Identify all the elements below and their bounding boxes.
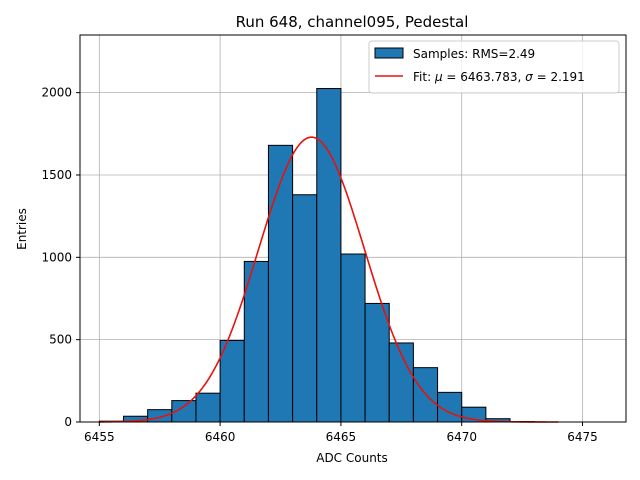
x-tick-label: 6455 <box>84 430 115 444</box>
x-tick-label: 6475 <box>567 430 598 444</box>
y-tick-label: 0 <box>64 415 72 429</box>
y-tick-label: 1500 <box>41 168 72 182</box>
x-axis-ticks: 6455 6460 6465 6470 6475 <box>84 422 598 444</box>
histogram-bar <box>243 260 269 423</box>
histogram-bar <box>267 144 294 423</box>
axes-frame <box>79 34 627 423</box>
histogram-bar <box>219 339 245 423</box>
y-axis-label: Entries <box>15 208 29 250</box>
histogram-bar <box>147 409 173 423</box>
y-tick-label: 1000 <box>41 250 72 264</box>
fit-curve-group <box>99 136 559 423</box>
y-tick-label: 2000 <box>41 86 72 100</box>
x-axis-label: ADC Counts <box>316 451 388 465</box>
x-tick-label: 6460 <box>205 430 236 444</box>
histogram-bar <box>340 253 366 423</box>
histogram-bar <box>364 302 390 423</box>
x-tick-label: 6465 <box>326 430 357 444</box>
legend-histogram-label: Samples: RMS=2.49 <box>413 47 535 61</box>
fit-curve <box>99 136 559 423</box>
x-tick-label: 6470 <box>446 430 477 444</box>
legend: Samples: RMS=2.49 Fit: μ = 6463.783, σ =… <box>368 40 620 94</box>
chart-title: Run 648, channel095, Pedestal <box>236 13 469 31</box>
histogram-bar <box>195 392 221 423</box>
legend-histogram-swatch <box>374 47 404 59</box>
legend-fit-label: Fit: μ = 6463.783, σ = 2.191 <box>413 70 585 84</box>
histogram-bars <box>98 88 535 423</box>
histogram-bar <box>316 88 342 423</box>
legend-box <box>368 40 620 94</box>
y-tick-label: 500 <box>49 333 72 347</box>
y-axis-ticks: 0 500 1000 1500 2000 <box>41 86 80 429</box>
histogram-bar <box>292 194 318 423</box>
